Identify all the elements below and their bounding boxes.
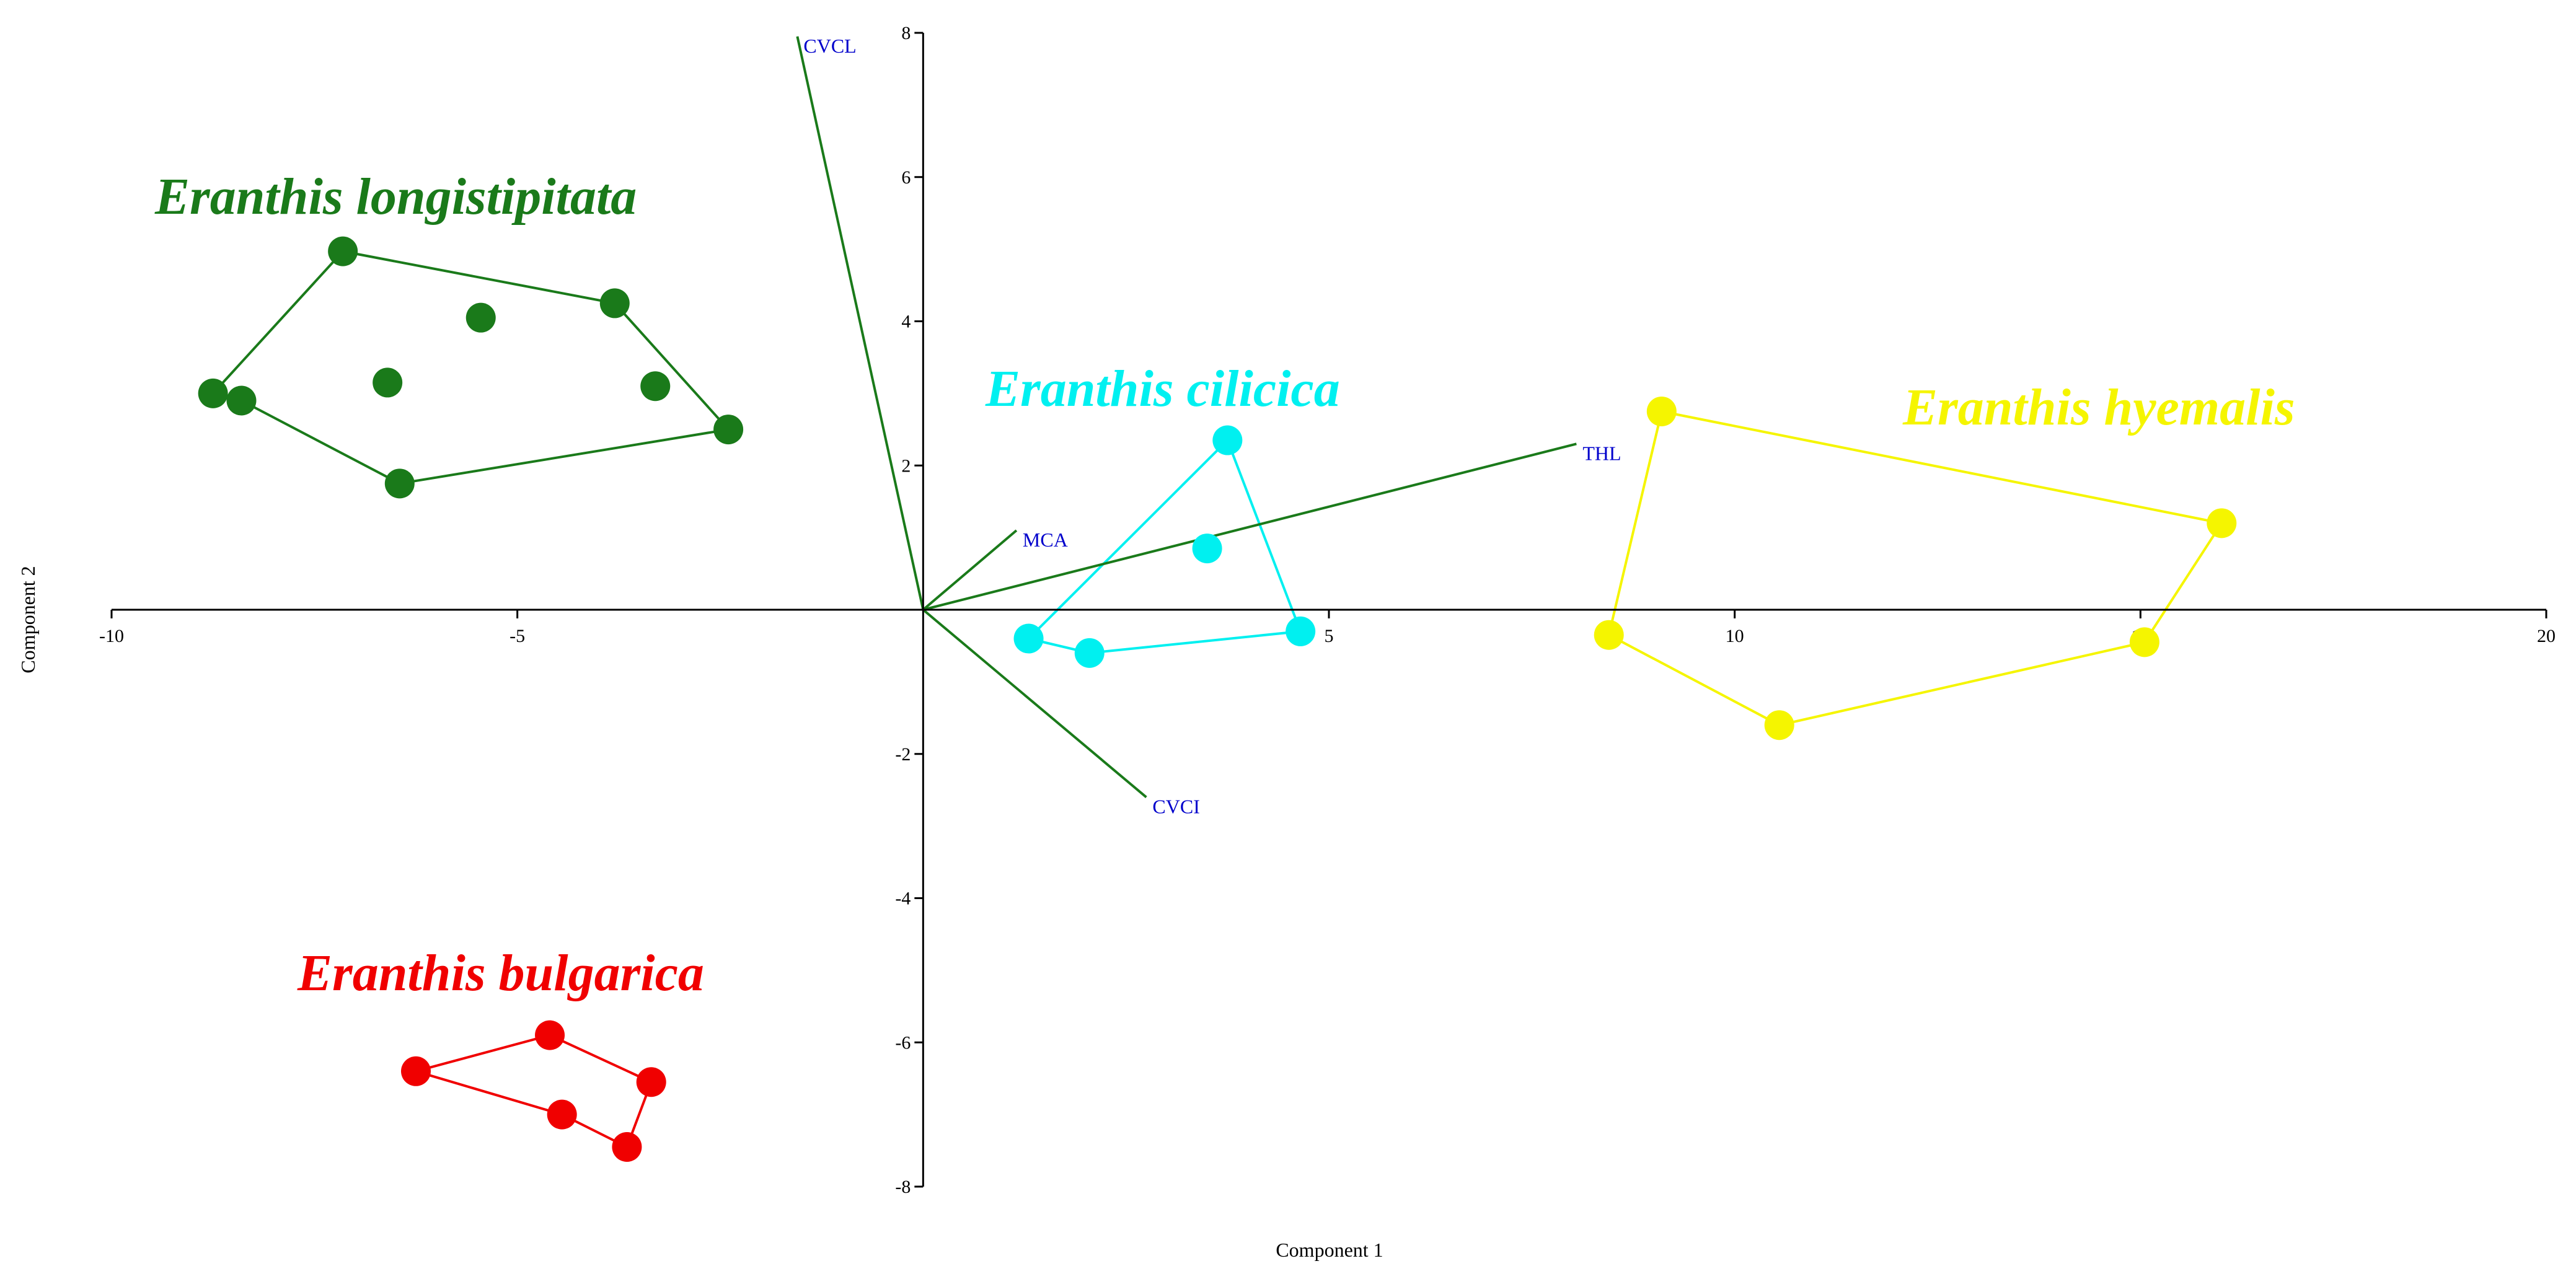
loading-label-cvci: CVCI	[1152, 796, 1199, 818]
point-eranthis-cilicica-0	[1013, 623, 1044, 654]
x-axis-title: Component 1	[1276, 1239, 1383, 1261]
point-eranthis-cilicica-4	[1286, 616, 1316, 646]
point-eranthis-longistipitata-7	[640, 371, 671, 402]
point-eranthis-longistipitata-4	[384, 468, 415, 499]
point-eranthis-longistipitata-0	[198, 378, 228, 408]
point-eranthis-hyemalis-2	[1764, 710, 1794, 740]
hull-eranthis-hyemalis	[1607, 410, 2224, 727]
loading-vector-cvci	[922, 608, 1147, 799]
group-label-eranthis-longistipitata: Eranthis longistipitata	[154, 168, 637, 226]
point-eranthis-longistipitata-2	[328, 236, 358, 266]
y-tick-label: -2	[895, 744, 911, 765]
point-eranthis-bulgarica-2	[547, 1099, 577, 1130]
loading-vector-mca	[922, 529, 1018, 611]
loading-layer: CVCL THL MCA CVCI	[796, 35, 1621, 818]
point-eranthis-longistipitata-5	[465, 302, 496, 333]
loading-label-thl: THL	[1582, 442, 1621, 464]
point-eranthis-hyemalis-1	[1646, 396, 1677, 426]
hull-eranthis-longistipitata	[210, 250, 731, 485]
y-tick-label: 8	[901, 23, 911, 43]
y-tick-label: 6	[901, 167, 911, 188]
point-eranthis-cilicica-3	[1212, 425, 1243, 455]
group-label-eranthis-hyemalis: Eranthis hyemalis	[1902, 379, 2295, 436]
point-eranthis-hyemalis-3	[2129, 627, 2159, 657]
y-tick-label: 2	[901, 455, 911, 476]
label-layer: Eranthis longistipitata Eranthis cilicica…	[154, 168, 2295, 1002]
loading-vector-cvcl	[796, 36, 925, 610]
loading-vector-thl	[922, 442, 1577, 611]
point-eranthis-hyemalis-4	[2207, 508, 2237, 538]
x-tick-label: 10	[1726, 626, 1744, 646]
x-tick-label: 20	[2537, 626, 2556, 646]
group-label-eranthis-bulgarica: Eranthis bulgarica	[297, 944, 704, 1002]
point-eranthis-cilicica-1	[1074, 638, 1105, 668]
x-tick-label: 5	[1325, 626, 1334, 646]
y-tick-label: 4	[901, 312, 911, 332]
y-axis-title: Component 2	[17, 566, 39, 673]
point-eranthis-longistipitata-8	[713, 415, 744, 445]
point-eranthis-bulgarica-3	[612, 1131, 642, 1162]
x-tick-label: -5	[509, 626, 525, 646]
group-label-eranthis-cilicica: Eranthis cilicica	[985, 360, 1340, 418]
point-eranthis-bulgarica-0	[401, 1056, 431, 1086]
y-tick-label: -6	[895, 1032, 911, 1053]
y-tick-label: -8	[895, 1177, 911, 1197]
loading-label-cvcl: CVCL	[803, 35, 856, 57]
point-eranthis-cilicica-2	[1192, 534, 1222, 564]
x-tick-label: -10	[99, 626, 124, 646]
point-layer	[198, 236, 2237, 1162]
point-eranthis-longistipitata-6	[599, 288, 630, 318]
y-tick-label: -4	[895, 889, 911, 909]
point-eranthis-bulgarica-1	[535, 1020, 565, 1050]
point-eranthis-bulgarica-4	[636, 1067, 666, 1097]
loading-label-mca: MCA	[1023, 529, 1068, 551]
hull-eranthis-bulgarica	[411, 1034, 653, 1149]
hull-eranthis-cilicica	[1026, 437, 1302, 654]
point-eranthis-hyemalis-0	[1594, 620, 1624, 650]
point-eranthis-longistipitata-3	[373, 367, 403, 398]
point-eranthis-longistipitata-1	[226, 385, 257, 416]
